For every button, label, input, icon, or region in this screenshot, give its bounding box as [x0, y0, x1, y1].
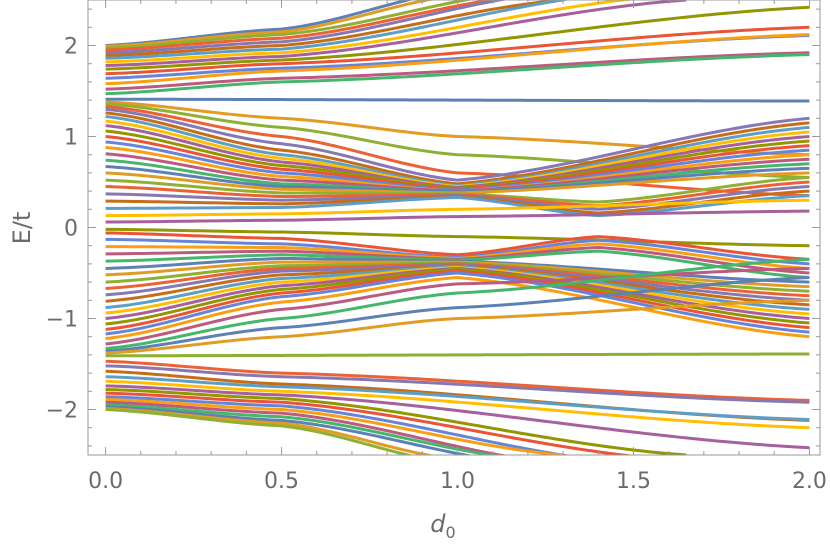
series-line-9 [105, 0, 687, 68]
series-line-40 [105, 227, 810, 248]
series-line-15 [105, 53, 810, 96]
x-axis-title-main: d [430, 510, 446, 538]
series-line-8 [105, 0, 636, 64]
series-line-6 [105, 0, 564, 58]
x-tick-label: 1.0 [440, 469, 475, 494]
y-tick-label: 1 [64, 126, 78, 151]
series-line-57 [105, 271, 810, 336]
series-line-13 [105, 33, 810, 86]
y-tick-label: 0 [64, 217, 78, 242]
series-line-63 [105, 352, 810, 358]
series-line-11 [105, 25, 810, 76]
x-tick-label: 2.0 [792, 469, 827, 494]
series-line-60 [105, 257, 810, 351]
series-line-7 [105, 0, 572, 60]
x-axis-title-subscript: 0 [446, 523, 456, 542]
series-line-65 [105, 364, 810, 404]
series-line-37 [105, 194, 810, 218]
series-line-61 [105, 276, 810, 353]
series-line-10 [105, 5, 810, 71]
x-tick-label: 0.5 [264, 469, 299, 494]
ticks-layer [88, 0, 820, 455]
series-line-68 [105, 379, 810, 430]
y-tick-label: −1 [46, 308, 78, 333]
series-line-59 [105, 266, 810, 346]
series-line-71 [105, 391, 636, 455]
series-line-19 [105, 104, 810, 198]
series-line-73 [105, 397, 564, 455]
series-line-38 [105, 198, 810, 218]
y-axis-title: E/t [8, 212, 36, 245]
x-tick-label: 0.0 [88, 469, 123, 494]
series-line-20 [105, 107, 810, 182]
y-tick-label: 2 [64, 35, 78, 60]
series-line-78 [105, 408, 415, 455]
series-line-69 [105, 384, 810, 450]
series-line-56 [105, 269, 810, 331]
series-line-39 [105, 209, 810, 224]
series-line-62 [105, 298, 810, 355]
series-line-16 [105, 97, 810, 103]
series-line-74 [105, 400, 508, 455]
series-line-58 [105, 276, 810, 341]
x-axis-title: d0 [430, 510, 455, 542]
series-line-14 [105, 51, 810, 91]
series-line-41 [105, 231, 810, 261]
series-line-70 [105, 387, 687, 455]
series-layer [105, 0, 810, 455]
series-line-2 [105, 0, 436, 48]
series-line-21 [105, 111, 810, 186]
x-tick-label: 1.5 [616, 469, 651, 494]
series-line-64 [105, 359, 810, 402]
series-line-67 [105, 375, 810, 422]
tick-labels-layer: 0.0 0.5 1.0 1.5 2.0 2 1 0 −1 −2 [46, 35, 827, 495]
series-line-5 [105, 0, 508, 55]
y-tick-label: −2 [46, 399, 78, 424]
